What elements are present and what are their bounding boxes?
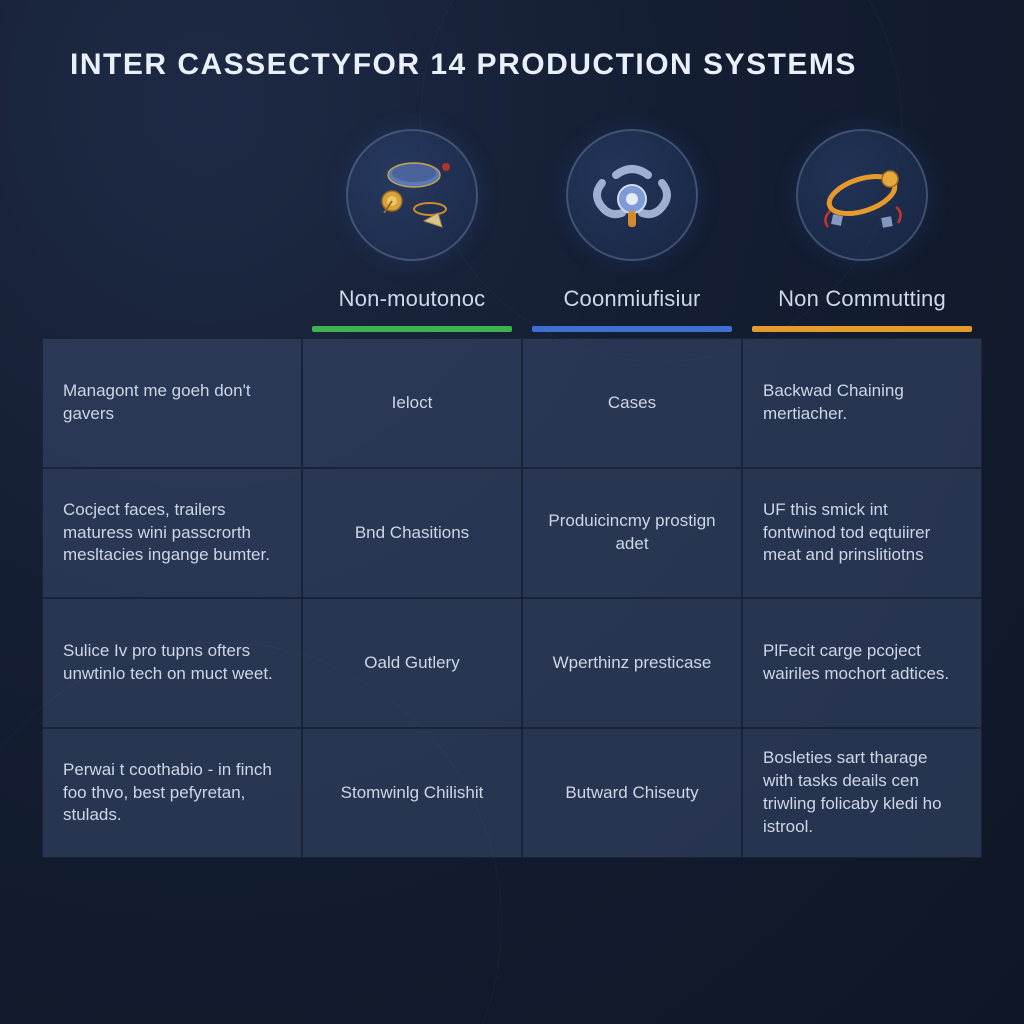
icons-row-spacer <box>42 110 302 280</box>
column-header-3: Non Commutting <box>742 280 982 332</box>
column-accent-2 <box>532 326 732 332</box>
cell-c1-r0: Ieloct <box>302 338 522 468</box>
orbit-ring-icon <box>796 129 928 261</box>
column-accent-3 <box>752 326 972 332</box>
icons-row <box>42 110 982 280</box>
comparison-grid: Managont me goeh don't gavers Ieloct Cas… <box>42 338 982 858</box>
row-label-1: Cocject faces, trailers maturess wini pa… <box>42 468 302 598</box>
row-label-0: Managont me goeh don't gavers <box>42 338 302 468</box>
column-icon-cell-3 <box>742 110 982 280</box>
column-icon-cell-2 <box>522 110 742 280</box>
column-header-1: Non-moutonoc <box>302 280 522 332</box>
cell-c3-r1: UF this smick int fontwinod tod eqtuiire… <box>742 468 982 598</box>
column-header-1-label: Non-moutonoc <box>302 280 522 326</box>
cell-c3-r3: Bosleties sart tharage with tasks deails… <box>742 728 982 858</box>
cell-c1-r2: Oald Gutlery <box>302 598 522 728</box>
page-title: INTER CASSECTYFOR 14 PRODUCTION SYSTEMS <box>70 48 982 82</box>
infographic-page: INTER CASSECTYFOR 14 PRODUCTION SYSTEMS <box>0 0 1024 1024</box>
column-header-2: Coonmiufisiur <box>522 280 742 332</box>
cell-c2-r2: Wperthinz presticase <box>522 598 742 728</box>
cell-c3-r2: PlFecit carge pcoject wairiles mochort a… <box>742 598 982 728</box>
column-headers: Non-moutonoc Coonmiufisiur Non Commuttin… <box>42 280 982 332</box>
instruments-icon <box>346 129 478 261</box>
cell-c1-r3: Stomwinlg Chilishit <box>302 728 522 858</box>
column-accent-1 <box>312 326 512 332</box>
cell-c1-r1: Bnd Chasitions <box>302 468 522 598</box>
cell-c3-r0: Backwad Chaining mertiacher. <box>742 338 982 468</box>
cell-c2-r3: Butward Chiseuty <box>522 728 742 858</box>
column-header-2-label: Coonmiufisiur <box>522 280 742 326</box>
row-label-3: Perwai t coothabio - in finch foo thvo, … <box>42 728 302 858</box>
column-header-3-label: Non Commutting <box>742 280 982 326</box>
headers-spacer <box>42 280 302 332</box>
row-label-2: Sulice Iv pro tupns ofters unwtinlo tech… <box>42 598 302 728</box>
coil-device-icon <box>566 129 698 261</box>
cell-c2-r1: Produicincmy prostign adet <box>522 468 742 598</box>
column-icon-cell-1 <box>302 110 522 280</box>
cell-c2-r0: Cases <box>522 338 742 468</box>
